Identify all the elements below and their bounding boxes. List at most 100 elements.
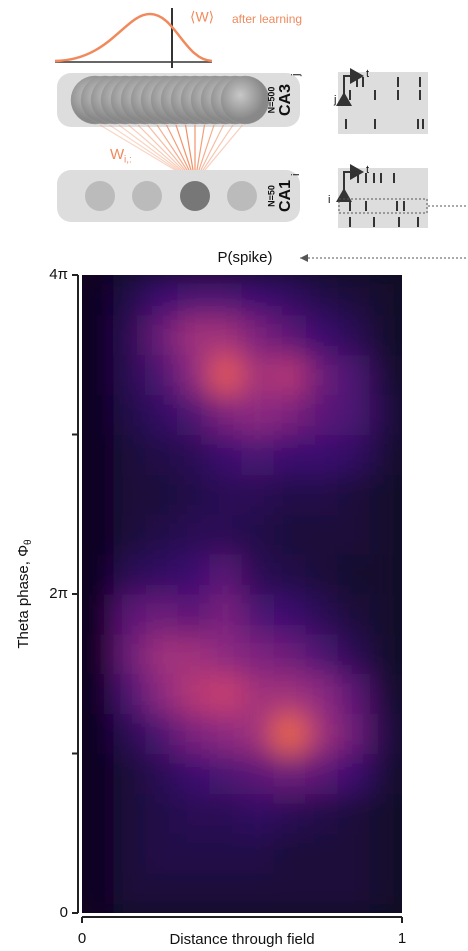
- heat-cell: [241, 792, 275, 834]
- heat-cell: [369, 753, 402, 794]
- ca1-label: CA1: [277, 180, 294, 212]
- heat-cell: [82, 553, 115, 595]
- heat-cell: [369, 872, 402, 913]
- raster-axes: [336, 164, 364, 202]
- raster-t: t: [366, 164, 369, 176]
- heat-cell: [369, 394, 402, 435]
- heat-cell: [305, 513, 339, 555]
- dotted-link: [300, 205, 468, 259]
- heat-cell: [369, 713, 402, 754]
- heat-cell: [337, 473, 371, 515]
- heat-cell: [145, 394, 179, 435]
- heat-cell: [145, 473, 179, 515]
- heat-cell: [241, 673, 275, 715]
- heat-cell: [82, 513, 115, 555]
- heat-cell: [337, 872, 371, 913]
- heat-cell: [305, 633, 339, 675]
- heatmap: [82, 275, 402, 913]
- heat-cell: [305, 753, 339, 794]
- heat-cell: [145, 275, 179, 316]
- heat-cell: [241, 275, 275, 316]
- heat-cell: [305, 553, 339, 595]
- y-label-sub: θ: [23, 539, 34, 545]
- heat-cell: [82, 673, 115, 715]
- heat-cell: [273, 593, 307, 635]
- heat-cell: [241, 593, 275, 635]
- heat-cell: [337, 633, 371, 675]
- weight-curve: [54, 8, 213, 68]
- heat-cell: [177, 553, 211, 595]
- heat-cell: [337, 275, 371, 316]
- heat-cell: [113, 354, 147, 396]
- heat-cell: [113, 394, 147, 435]
- x-tick-label: 1: [398, 930, 406, 947]
- heat-cell: [305, 872, 339, 913]
- ca3-n: N=500: [266, 87, 276, 114]
- heat-cell: [209, 553, 243, 595]
- y-tick-label: 0: [60, 904, 68, 921]
- heat-cell: [145, 593, 179, 635]
- heat-cell: [337, 553, 371, 595]
- heat-cell: [209, 593, 243, 635]
- heat-cell: [145, 553, 179, 595]
- heat-cell: [113, 513, 147, 555]
- after-learning: after learning: [232, 12, 302, 26]
- heat-cell: [337, 434, 371, 475]
- heat-cell: [369, 434, 402, 475]
- heat-cell: [241, 394, 275, 435]
- heat-cell: [82, 434, 115, 475]
- heat-cell: [273, 792, 307, 834]
- heat-cell: [369, 633, 402, 675]
- heat-cell: [337, 394, 371, 435]
- heat-cell: [82, 792, 115, 834]
- heat-cell: [145, 513, 179, 555]
- heat-cell: [273, 513, 307, 555]
- ca1-cell: [227, 181, 257, 211]
- heat-cell: [273, 633, 307, 675]
- heat-cell: [82, 314, 115, 356]
- heat-cell: [113, 673, 147, 715]
- heat-cell: [177, 872, 211, 913]
- y-tick-label: 4π: [49, 266, 68, 283]
- heat-cell: [273, 473, 307, 515]
- heat-cell: [241, 872, 275, 913]
- heat-cell: [113, 314, 147, 356]
- heat-cell: [241, 633, 275, 675]
- heat-cell: [113, 832, 147, 874]
- heat-cell: [337, 593, 371, 635]
- heat-cell: [145, 314, 179, 356]
- heat-cell: [209, 832, 243, 874]
- heat-cell: [209, 633, 243, 675]
- heat-cell: [113, 633, 147, 675]
- heat-cell: [82, 354, 115, 396]
- heat-cell: [241, 473, 275, 515]
- heat-cell: [113, 593, 147, 635]
- heat-cell: [82, 713, 115, 754]
- ca3-raster: [338, 72, 428, 134]
- heat-cell: [177, 753, 211, 794]
- heat-cell: [82, 633, 115, 675]
- ca1-cell: [85, 181, 115, 211]
- heat-cell: [177, 593, 211, 635]
- heat-cell: [177, 473, 211, 515]
- heat-cell: [241, 354, 275, 396]
- heat-cell: [369, 275, 402, 316]
- heat-cell: [145, 434, 179, 475]
- ca1-cell: [180, 181, 210, 211]
- heat-cell: [305, 792, 339, 834]
- heat-cell: [177, 713, 211, 754]
- heat-cell: [209, 354, 243, 396]
- heat-cell: [177, 792, 211, 834]
- heat-cell: [273, 434, 307, 475]
- heat-cell: [369, 832, 402, 874]
- heat-cell: [369, 792, 402, 834]
- heat-cell: [113, 473, 147, 515]
- heat-cell: [177, 314, 211, 356]
- heat-cell: [209, 713, 243, 754]
- ca3-label: CA3: [277, 84, 294, 116]
- heat-cell: [177, 832, 211, 874]
- heat-cell: [273, 314, 307, 356]
- highlight-row: [338, 198, 428, 214]
- heat-cell: [273, 354, 307, 396]
